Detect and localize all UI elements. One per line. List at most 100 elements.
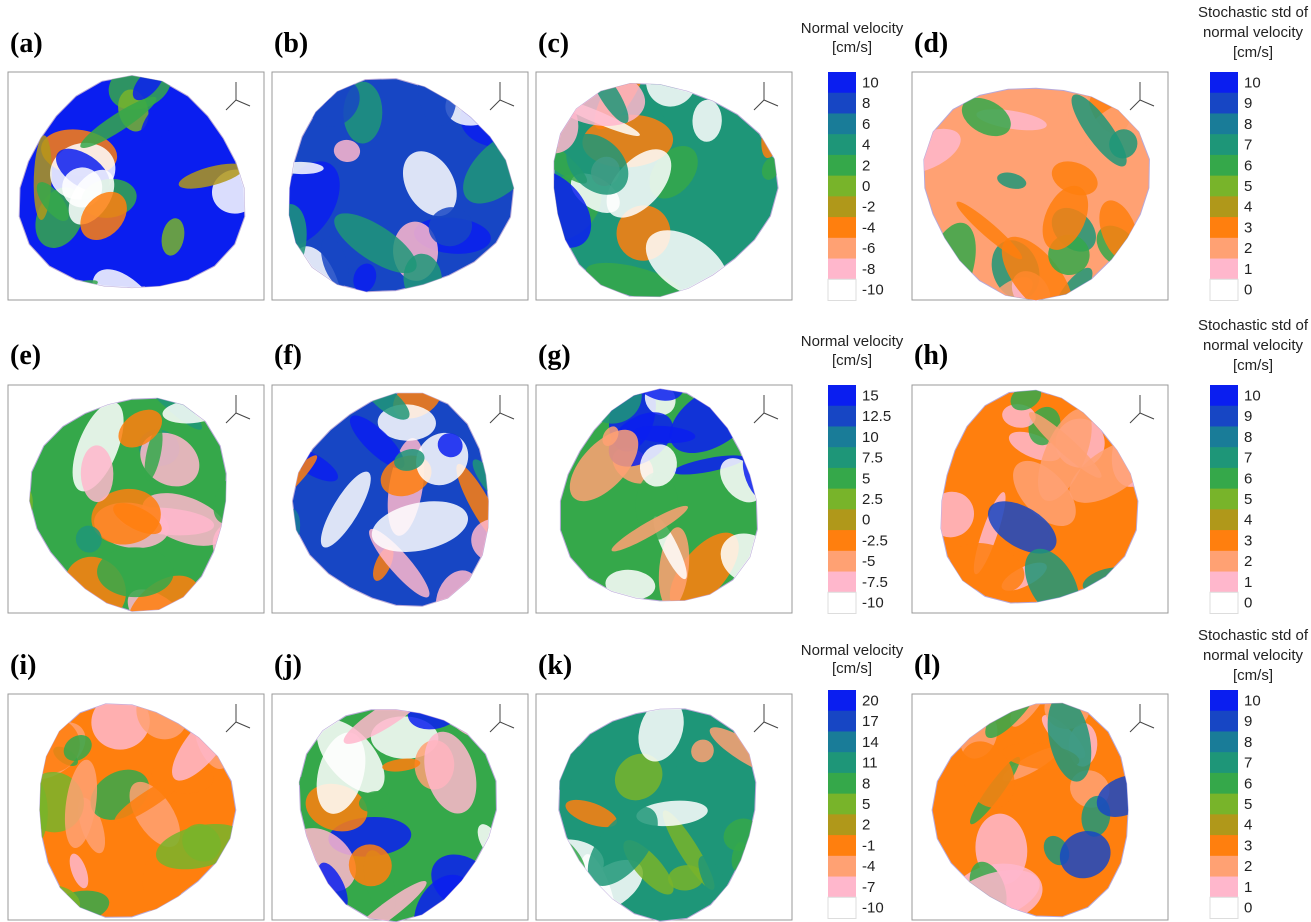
colorbar-swatch xyxy=(828,592,856,613)
colorbar-swatch xyxy=(1210,572,1238,593)
colorbar-swatch xyxy=(1210,155,1238,176)
colorbar-swatch xyxy=(828,426,856,447)
colorbar-swatch xyxy=(828,468,856,489)
colorbar-swatch xyxy=(828,489,856,510)
colorbar-tick-label: 10 xyxy=(1244,387,1261,404)
colorbar-swatch xyxy=(828,897,856,918)
colorbar-tick-label: -1 xyxy=(862,837,875,854)
colorbar-swatch xyxy=(828,176,856,197)
colorbar-tick-label: 3 xyxy=(1244,837,1252,854)
colorbar-tick-label: 1 xyxy=(1244,261,1252,278)
colorbar-title: Stochastic std of xyxy=(1198,4,1309,21)
colorbar-swatch xyxy=(1210,406,1238,427)
colorbar-swatch xyxy=(828,406,856,427)
colorbar-swatch xyxy=(1210,72,1238,93)
colorbar-tick-label: 4 xyxy=(862,137,870,154)
panel-label: (e) xyxy=(10,340,41,371)
colorbar-swatch xyxy=(1210,489,1238,510)
colorbar-tick-label: 4 xyxy=(1244,817,1252,834)
colorbar-swatch xyxy=(1210,509,1238,530)
colorbar-swatch xyxy=(1210,592,1238,613)
colorbar-tick-label: 0 xyxy=(862,178,870,195)
colorbar-tick-label: 2.5 xyxy=(862,491,883,508)
colorbar-tick-label: 2 xyxy=(1244,553,1252,570)
colorbar-title: [cm/s] xyxy=(1233,44,1273,61)
colorbar-tick-label: 5 xyxy=(1244,178,1252,195)
colorbar-title: [cm/s] xyxy=(1233,667,1273,684)
colorbar-tick-label: 3 xyxy=(1244,532,1252,549)
figure: (a)(b)(c)(d)(e)(f)(g)(h)(i)(j)(k)(l)Norm… xyxy=(0,0,1311,922)
colorbar-swatch xyxy=(1210,217,1238,238)
colorbar-swatch xyxy=(828,93,856,114)
colorbar-tick-label: -2.5 xyxy=(862,532,888,549)
colorbar-title: Normal velocity xyxy=(801,333,904,350)
colorbar-swatch xyxy=(828,134,856,155)
colorbar-swatch xyxy=(828,72,856,93)
colorbar-tick-label: 6 xyxy=(1244,470,1252,487)
colorbar-swatch xyxy=(1210,711,1238,732)
colorbar-swatch xyxy=(1210,731,1238,752)
colorbar-tick-label: -10 xyxy=(862,900,884,917)
colorbar-tick-label: 5 xyxy=(1244,796,1252,813)
colorbar-tick-label: 12.5 xyxy=(862,408,891,425)
colorbar-tick-label: 9 xyxy=(1244,95,1252,112)
panel-label: (a) xyxy=(10,28,43,59)
colorbar-tick-label: -7.5 xyxy=(862,574,888,591)
colorbar-swatch xyxy=(1210,752,1238,773)
colorbar-swatch xyxy=(828,259,856,280)
colorbar-swatch xyxy=(828,856,856,877)
panel-label: (h) xyxy=(914,340,948,371)
colorbar-tick-label: 1 xyxy=(1244,574,1252,591)
panel-label: (k) xyxy=(538,650,572,681)
colorbar-swatch xyxy=(1210,113,1238,134)
colorbar-tick-label: 5 xyxy=(862,796,870,813)
colorbar-tick-label: 11 xyxy=(862,755,878,772)
colorbar-tick-label: 8 xyxy=(1244,734,1252,751)
colorbar-tick-label: 0 xyxy=(862,512,870,529)
colorbar-swatch xyxy=(828,509,856,530)
colorbar-tick-label: -6 xyxy=(862,240,875,257)
colorbar-swatch xyxy=(1210,196,1238,217)
colorbar-tick-label: 0 xyxy=(1244,282,1252,299)
colorbar-swatch xyxy=(828,814,856,835)
colorbar-swatch xyxy=(828,385,856,406)
colorbar-swatch xyxy=(828,196,856,217)
colorbar-swatch xyxy=(1210,447,1238,468)
colorbar-swatch xyxy=(1210,134,1238,155)
panel-label: (l) xyxy=(914,650,940,681)
colorbar-title: [cm/s] xyxy=(832,660,872,677)
colorbar-swatch xyxy=(1210,176,1238,197)
colorbar-tick-label: 9 xyxy=(1244,713,1252,730)
colorbar-swatch xyxy=(828,731,856,752)
colorbar-tick-label: 9 xyxy=(1244,408,1252,425)
colorbar-tick-label: 0 xyxy=(1244,900,1252,917)
colorbar-tick-label: 14 xyxy=(862,734,879,751)
colorbar-tick-label: 7 xyxy=(1244,137,1252,154)
colorbar-swatch xyxy=(1210,551,1238,572)
colorbar-title: [cm/s] xyxy=(832,352,872,369)
colorbar-title: Stochastic std of xyxy=(1198,627,1309,644)
colorbar-tick-label: -5 xyxy=(862,553,875,570)
colorbar-tick-label: 10 xyxy=(1244,74,1261,91)
colorbar-tick-label: 6 xyxy=(862,116,870,133)
colorbar-swatch xyxy=(1210,279,1238,300)
colorbar-tick-label: 8 xyxy=(1244,116,1252,133)
colorbar-swatch xyxy=(1210,468,1238,489)
colorbar-swatch xyxy=(828,711,856,732)
colorbar-swatch xyxy=(828,279,856,300)
colorbar-swatch xyxy=(828,155,856,176)
colorbar-swatch xyxy=(828,877,856,898)
colorbar-tick-label: 7 xyxy=(1244,755,1252,772)
colorbar-swatch xyxy=(828,113,856,134)
colorbar-swatch xyxy=(1210,794,1238,815)
colorbar-swatch xyxy=(1210,814,1238,835)
colorbar-swatch xyxy=(828,217,856,238)
colorbar-title: normal velocity xyxy=(1203,647,1304,664)
colorbar-tick-label: 6 xyxy=(1244,157,1252,174)
colorbar-tick-label: 7.5 xyxy=(862,450,883,467)
page: (a)(b)(c)(d)(e)(f)(g)(h)(i)(j)(k)(l)Norm… xyxy=(0,0,1311,922)
colorbar-tick-label: 8 xyxy=(862,95,870,112)
colorbar-swatch xyxy=(1210,856,1238,877)
colorbar-swatch xyxy=(828,551,856,572)
colorbar-title: [cm/s] xyxy=(1233,357,1273,374)
